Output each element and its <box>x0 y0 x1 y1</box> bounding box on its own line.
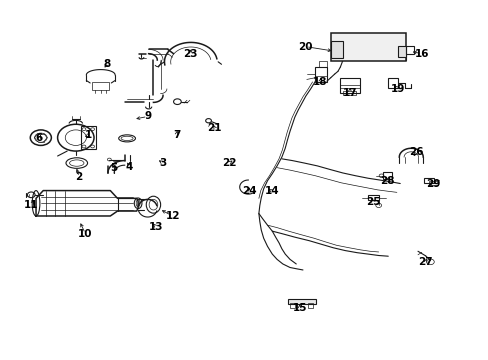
Bar <box>367 195 378 201</box>
Text: 28: 28 <box>379 176 394 186</box>
Bar <box>428 181 437 185</box>
Bar <box>330 32 406 61</box>
Bar <box>387 78 397 88</box>
Text: 12: 12 <box>165 211 180 221</box>
Bar <box>287 299 316 304</box>
Bar <box>397 46 406 57</box>
Bar <box>315 67 327 82</box>
Bar <box>318 61 327 67</box>
Bar <box>424 177 433 183</box>
Text: 26: 26 <box>408 148 423 157</box>
Text: 4: 4 <box>125 162 133 172</box>
Polygon shape <box>36 190 138 216</box>
Text: 25: 25 <box>365 197 379 207</box>
Text: 6: 6 <box>36 133 43 143</box>
Text: 20: 20 <box>298 42 312 51</box>
Bar <box>330 41 342 58</box>
Bar <box>342 91 355 95</box>
Bar <box>406 46 413 54</box>
Bar <box>92 82 109 90</box>
Bar <box>307 303 312 308</box>
Text: 24: 24 <box>242 186 256 196</box>
Text: 17: 17 <box>342 87 357 98</box>
Bar <box>289 303 294 308</box>
Bar <box>81 126 96 149</box>
Text: 2: 2 <box>75 172 82 182</box>
Text: 8: 8 <box>103 59 110 68</box>
Text: 3: 3 <box>159 158 166 168</box>
Text: 5: 5 <box>110 163 118 174</box>
Bar <box>383 172 391 179</box>
Text: 22: 22 <box>222 158 236 168</box>
Text: 27: 27 <box>417 257 432 267</box>
Text: 16: 16 <box>414 49 428 59</box>
Text: 10: 10 <box>78 229 92 239</box>
Text: 18: 18 <box>312 77 327 87</box>
Text: 11: 11 <box>24 200 39 210</box>
Text: 21: 21 <box>207 123 222 133</box>
Text: 9: 9 <box>144 112 151 121</box>
Text: 29: 29 <box>425 179 439 189</box>
Text: 23: 23 <box>183 49 198 59</box>
Text: 7: 7 <box>172 130 180 140</box>
Text: 1: 1 <box>85 130 92 140</box>
Text: 15: 15 <box>292 303 306 313</box>
Text: 14: 14 <box>264 186 279 196</box>
Text: 19: 19 <box>390 84 404 94</box>
Text: 13: 13 <box>148 221 163 231</box>
Bar <box>340 78 359 93</box>
